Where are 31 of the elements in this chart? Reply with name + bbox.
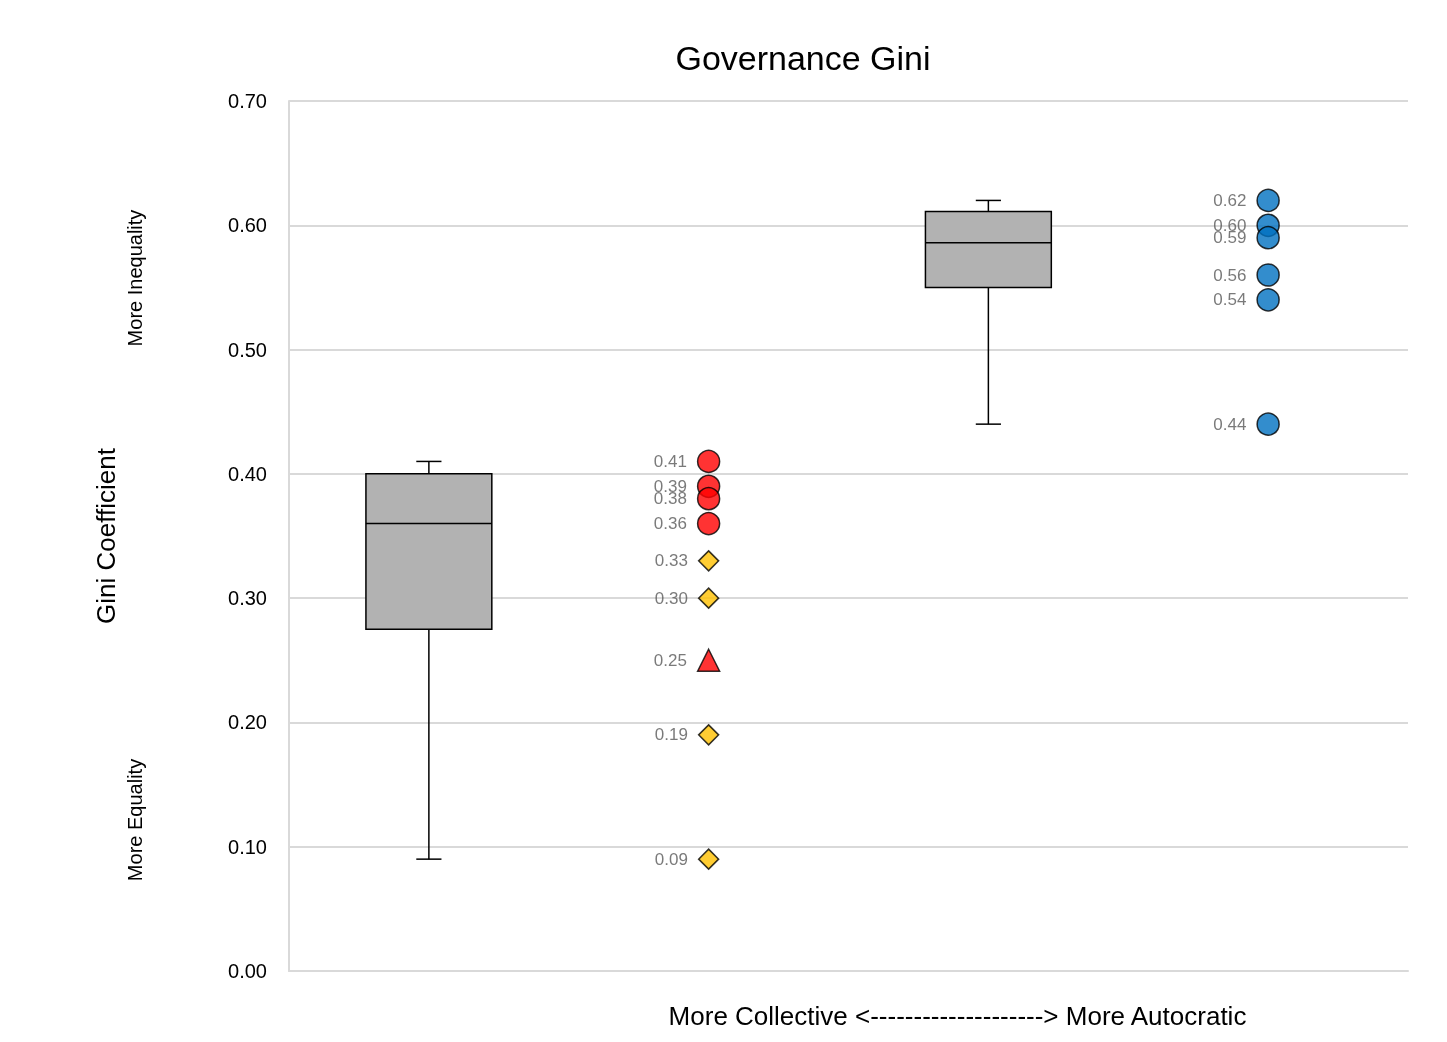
- point: [697, 724, 720, 746]
- y-tick-label: 0.10: [228, 835, 267, 858]
- y-tick-label: 0.60: [228, 214, 267, 237]
- point: [697, 848, 720, 870]
- y-tick-label: 0.70: [228, 90, 267, 112]
- data-label: 0.62: [1213, 190, 1247, 210]
- point: [697, 587, 720, 609]
- point: [696, 648, 721, 673]
- point: [1256, 412, 1280, 436]
- data-label: 0.30: [654, 588, 688, 608]
- data-label: 0.36: [653, 514, 687, 534]
- chart-title: Governance Gini: [675, 39, 931, 77]
- data-label: 0.56: [1213, 265, 1247, 285]
- data-label: 0.09: [654, 849, 688, 869]
- data-label: 0.44: [1213, 414, 1247, 434]
- y-tick-label: 0.50: [228, 338, 267, 361]
- x-axis-title: More Collective <--------------------> More Autocratic: [668, 1001, 1247, 1031]
- data-label: 0.33: [654, 551, 688, 571]
- text: More Equality: [124, 758, 146, 882]
- point: [1256, 288, 1280, 312]
- y-tick-label: 0.20: [228, 711, 267, 734]
- y-tick-label: 0.30: [228, 587, 267, 610]
- point: [697, 550, 720, 572]
- y-tick-label: 0.40: [228, 462, 267, 485]
- text: More Inequality: [124, 209, 146, 347]
- y-tick-label: 0.00: [228, 960, 267, 982]
- data-label: 0.54: [1213, 290, 1247, 310]
- y-axis-title: Gini Coefficient: [91, 447, 121, 624]
- data-label: 0.19: [654, 725, 688, 745]
- data-label: 0.25: [653, 650, 687, 670]
- data-label: 0.41: [653, 451, 687, 471]
